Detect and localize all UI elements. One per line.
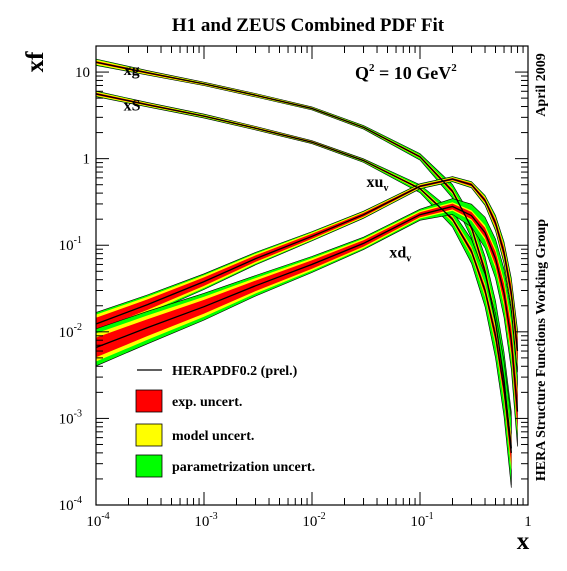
legend-entry: HERAPDF0.2 (prel.): [137, 364, 298, 379]
x-tick-label: 10-1: [410, 511, 433, 530]
uncertainty-bands: [96, 58, 518, 488]
side-label-date: April 2009: [534, 53, 549, 116]
series-label-xg: xg: [124, 62, 140, 79]
legend-label: parametrization uncert.: [172, 460, 315, 475]
side-label-group: HERA Structure Functions Working Group: [534, 219, 549, 481]
series-label-xdv: xdv: [389, 245, 411, 265]
q2-label: Q2 = 10 GeV2: [355, 62, 457, 83]
x-tick-label: 1: [524, 514, 532, 530]
axis-ticks: 10-4 10-3 10-2 10-1 1 10-4 10-3 10-2 10-1 1 10: [59, 45, 532, 530]
central-line-xdv: [96, 205, 519, 412]
legend-swatch: [135, 389, 163, 413]
legend-swatch: [135, 454, 163, 478]
legend-entry: parametrization uncert.: [135, 454, 315, 478]
legend-label: model uncert.: [172, 429, 254, 444]
central-curves: [96, 61, 519, 453]
q2-annotation: Q2 = 10 GeV2: [355, 62, 457, 83]
legend-entry: exp. uncert.: [135, 389, 242, 413]
x-tick-label: 10-3: [194, 511, 217, 530]
legend: HERAPDF0.2 (prel.) exp. uncert. model unce…: [135, 364, 315, 478]
legend-label: exp. uncert.: [172, 395, 242, 410]
legend-entry: model uncert.: [135, 423, 254, 447]
band-model-xs: [96, 91, 512, 471]
y-tick-label: 10-4: [59, 495, 82, 514]
y-tick-label: 10-3: [59, 408, 82, 427]
legend-label: HERAPDF0.2 (prel.): [172, 364, 298, 379]
y-tick-label: 1: [83, 152, 91, 168]
x-tick-label: 10-4: [86, 511, 109, 530]
x-tick-label: 10-2: [302, 511, 325, 530]
legend-swatch: [135, 423, 163, 447]
band-param-xuv: [96, 176, 518, 373]
y-tick-label: 10-1: [59, 235, 82, 254]
chart-title: H1 and ZEUS Combined PDF Fit: [172, 15, 445, 36]
y-tick-label: 10: [75, 65, 90, 81]
y-tick-label: 10-2: [59, 322, 82, 341]
central-line-xs: [96, 93, 512, 453]
x-axis-label: x: [517, 528, 530, 555]
series-label-xs: xS: [124, 97, 141, 114]
series-label-xuv: xuv: [367, 174, 389, 194]
y-axis-label: xf: [22, 51, 49, 73]
central-line-xuv: [96, 178, 519, 352]
series-labels: xg xS xuv xdv: [124, 62, 412, 264]
central-line-xg: [96, 61, 512, 449]
band-param-xs: [96, 90, 512, 488]
